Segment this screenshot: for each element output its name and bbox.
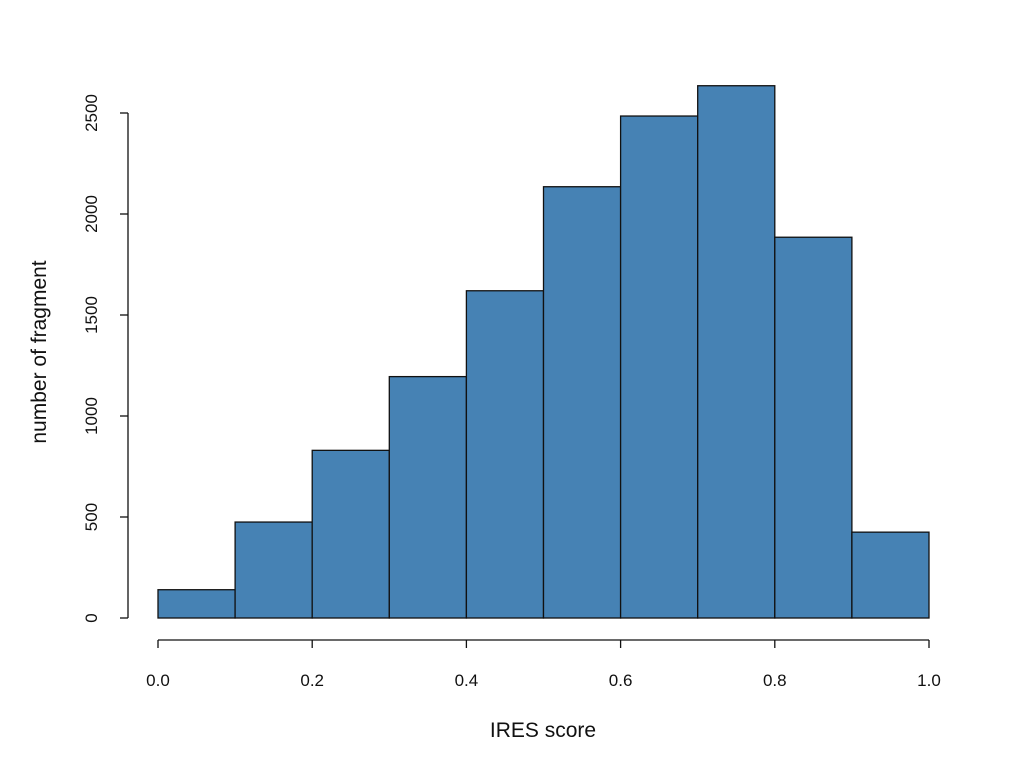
y-tick-label-4: 2000 bbox=[82, 195, 101, 233]
y-tick-label-1: 500 bbox=[82, 503, 101, 531]
x-tick-label-3: 0.6 bbox=[609, 671, 633, 690]
y-axis: 0 500 1000 1500 2000 2500 bbox=[82, 94, 129, 623]
histogram-bar-4 bbox=[465, 290, 545, 619]
y-tick-label-3: 1500 bbox=[82, 296, 101, 334]
histogram-bar-7 bbox=[697, 85, 776, 619]
y-axis-title: number of fragment bbox=[28, 260, 51, 443]
y-tick-label-5: 2500 bbox=[82, 94, 101, 132]
histogram-bar-2 bbox=[311, 449, 390, 619]
y-tick-label-2: 1000 bbox=[82, 397, 101, 435]
x-tick-label-4: 0.8 bbox=[763, 671, 787, 690]
x-tick-label-0: 0.0 bbox=[146, 671, 170, 690]
histogram-bar-9 bbox=[851, 531, 930, 619]
y-tick-label-0: 0 bbox=[82, 613, 101, 622]
x-tick-label-2: 0.4 bbox=[455, 671, 479, 690]
x-axis-title: IRES score bbox=[490, 719, 596, 742]
x-tick-label-1: 0.2 bbox=[300, 671, 324, 690]
histogram-bar-1 bbox=[234, 521, 313, 619]
histogram-bar-6 bbox=[619, 115, 699, 619]
histogram-bar-8 bbox=[774, 236, 853, 619]
histogram-bar-0 bbox=[157, 589, 236, 619]
x-axis: 0.0 0.2 0.4 0.6 0.8 1.0 bbox=[146, 639, 941, 690]
histogram-bar-5 bbox=[542, 186, 622, 619]
x-tick-label-5: 1.0 bbox=[917, 671, 941, 690]
histogram-bar-3 bbox=[388, 375, 468, 619]
bars-group bbox=[157, 85, 930, 619]
